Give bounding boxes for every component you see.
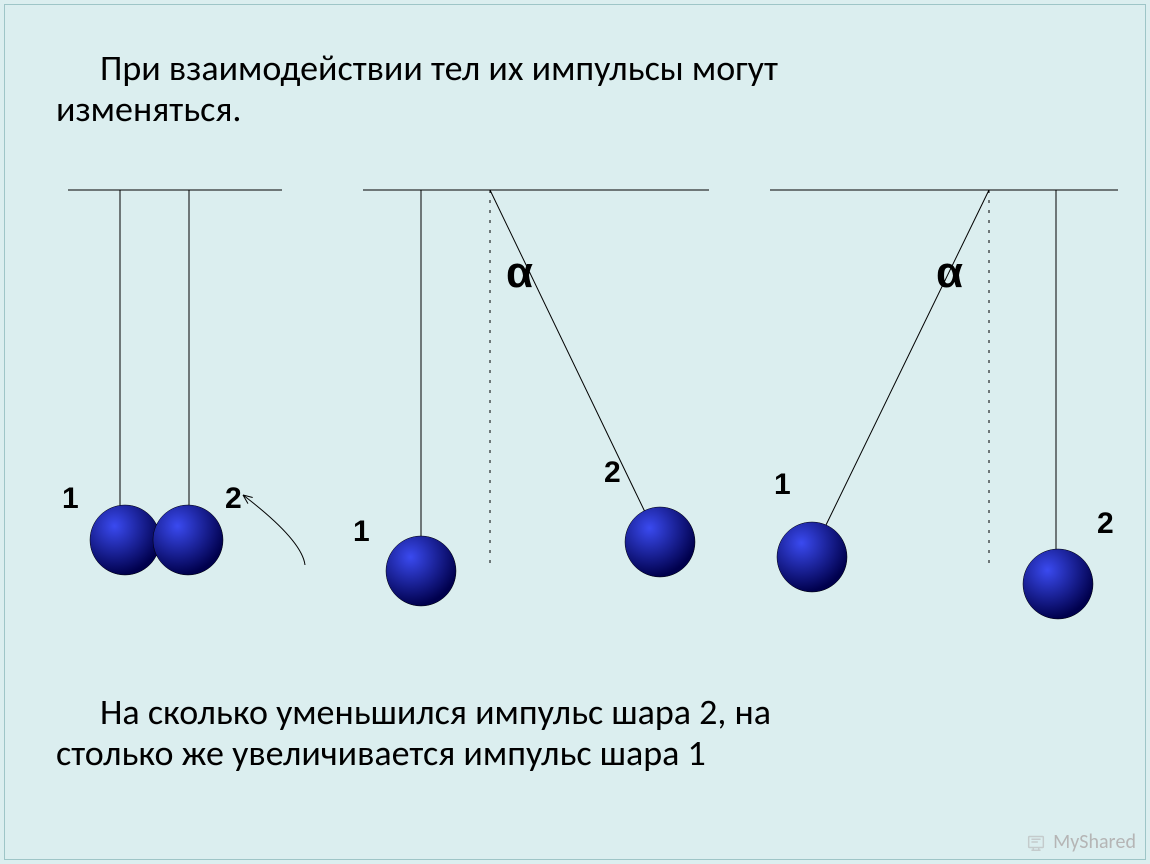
intro-line1: При взаимодействии тел их импульсы могут bbox=[100, 46, 778, 90]
panel-2-swing-right: α 1 2 bbox=[353, 190, 709, 606]
pendulum-ball bbox=[1023, 549, 1093, 619]
intro-line2: изменяться. bbox=[56, 89, 1094, 130]
intro-text: При взаимодействии тел их импульсы могут… bbox=[56, 48, 1094, 131]
conclusion-line1: На сколько уменьшился импульс шара 2, на bbox=[100, 690, 771, 734]
pendulum-ball bbox=[625, 507, 695, 577]
pendulum-ball bbox=[386, 536, 456, 606]
pendulum-diagram: 12α12α12 bbox=[0, 170, 1150, 640]
pendulum-ball bbox=[777, 522, 847, 592]
ball-label: 1 bbox=[62, 482, 79, 515]
conclusion-line2: столько же увеличивается импульс шара 1 bbox=[56, 733, 1094, 774]
watermark-icon bbox=[1025, 831, 1047, 853]
angle-alpha-label: α bbox=[506, 248, 533, 297]
ball-label: 2 bbox=[604, 456, 621, 489]
ball-label: 2 bbox=[1097, 507, 1114, 540]
angle-alpha-label: α bbox=[936, 248, 963, 297]
watermark-text: МуShаrеd bbox=[1053, 830, 1136, 854]
conclusion-text: На сколько уменьшился импульс шара 2, на… bbox=[56, 692, 1094, 775]
panel-1-rest: 12 bbox=[62, 190, 305, 575]
motion-arrow bbox=[243, 495, 305, 565]
pendulum-ball bbox=[153, 505, 223, 575]
pendulum-string bbox=[490, 190, 645, 512]
ball-label: 2 bbox=[225, 482, 242, 515]
ball-label: 1 bbox=[353, 515, 370, 548]
pendulum-ball bbox=[90, 505, 160, 575]
panel-3-swing-left: α 1 2 bbox=[770, 190, 1118, 619]
pendulum-string bbox=[826, 190, 989, 525]
watermark: МуShаrеd bbox=[1025, 830, 1136, 854]
ball-label: 1 bbox=[774, 468, 791, 501]
